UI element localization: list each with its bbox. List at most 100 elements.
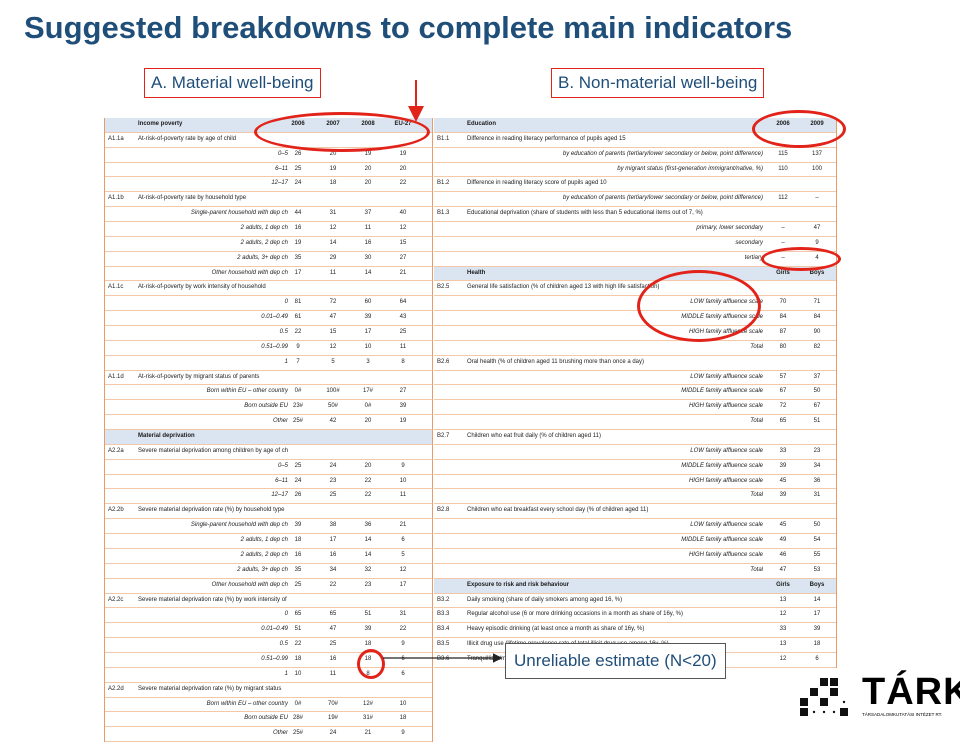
table-row: 12–17 24 18 20 22 [105, 177, 432, 193]
table-cell: 19 [294, 239, 302, 246]
table-cell: – [781, 239, 785, 246]
table-cell: 22 [364, 492, 372, 499]
material-indicators-table: Income poverty 2006 2007 2008 EU-27 A1.1a At-r… [104, 118, 433, 742]
row-label: 0 [284, 299, 288, 306]
table-row: 0.01–0.49 51 47 39 22 [105, 623, 432, 639]
table-cell: 46 [779, 551, 787, 558]
table-cell: 70 [779, 299, 787, 306]
table-cell: 17# [362, 388, 373, 395]
table-row: A2.2b Severe material deprivation rate (%… [105, 504, 432, 520]
table-cell: 10 [399, 477, 407, 484]
table-cell: 10 [364, 343, 372, 350]
table-cell: 42 [329, 418, 337, 425]
table-cell: 36 [813, 477, 821, 484]
indicator-code: A1.1d [108, 373, 124, 380]
table-row: A2.2c Severe material deprivation rate (%… [105, 594, 432, 609]
table-cell: 70# [327, 700, 338, 707]
table-cell: 10 [294, 670, 302, 677]
indicator-code: A2.2c [108, 596, 124, 603]
tarki-logo-mark-icon [800, 678, 848, 716]
row-label: Severe material deprivation rate (%) by … [138, 596, 288, 603]
row-label: 12–17 [271, 180, 288, 187]
table-cell: 25# [292, 730, 303, 737]
table-cell: 47 [329, 314, 337, 321]
row-label: tertiary [744, 254, 763, 261]
table-cell: 20 [364, 418, 372, 425]
table-cell: 23 [813, 447, 821, 454]
row-label: Educational deprivation (share of studen… [467, 210, 703, 217]
table-cell: 36 [364, 522, 372, 529]
table-cell: 34 [329, 566, 337, 573]
table-cell: 57 [779, 373, 787, 380]
table-cell: 27 [399, 388, 407, 395]
row-label: 0–5 [277, 150, 288, 157]
table-row: Other household with dep ch 25 22 23 17 [105, 579, 432, 594]
table-row: LOW family affluence scale 33 23 [434, 445, 836, 460]
table-cell: 81 [294, 299, 302, 306]
table-cell: 51 [813, 418, 821, 425]
table-row: 0 81 72 60 64 [105, 296, 432, 312]
row-label: 0.01–0.49 [261, 314, 288, 321]
table-cell: 9 [815, 239, 819, 246]
row-label: 0.01–0.49 [261, 626, 288, 633]
table-cell: 14 [329, 239, 337, 246]
table-row: 2 adults, 2 dep ch 19 14 16 15 [105, 237, 432, 252]
table-cell: 18 [364, 641, 372, 648]
table-cell: 6 [401, 670, 405, 677]
row-label: Heavy episodic drinking (at least once a… [467, 626, 645, 633]
row-label: 12–17 [271, 492, 288, 499]
table-row: Other 25# 24 21 9 [105, 727, 432, 742]
table-row: 0 65 65 51 31 [105, 608, 432, 624]
table-cell: 3 [366, 358, 370, 365]
row-label: 0–5 [277, 462, 288, 469]
table-cell: Girls [776, 581, 790, 588]
table-cell: 39 [399, 403, 407, 410]
table-cell: 39 [364, 626, 372, 633]
table-cell: 27 [399, 254, 407, 261]
table-cell: 18 [399, 715, 407, 722]
table-cell: 45 [779, 522, 787, 529]
table-row: 2 adults, 1 dep ch 18 17 14 6 [105, 534, 432, 549]
table-row: 2 adults, 1 dep ch 16 12 11 12 [105, 222, 432, 237]
table-row: Total 80 82 [434, 341, 836, 356]
table-cell: 11 [329, 269, 337, 276]
table-row: Total 47 53 [434, 564, 836, 579]
table-cell: 24 [294, 180, 302, 187]
table-cell: 18 [329, 180, 337, 187]
row-label: Severe material deprivation rate (%) by … [138, 685, 282, 692]
indicator-table-scan: Income poverty 2006 2007 2008 EU-27 A1.1a At-r… [104, 118, 840, 742]
table-row: B1.2 Difference in reading literacy score… [434, 177, 836, 193]
indicator-code: A1.1c [108, 284, 124, 291]
table-cell: 20 [329, 150, 337, 157]
table-row: B2.6 Oral health (% of children aged 11 b… [434, 356, 836, 371]
table-row: 1 7 5 3 8 [105, 356, 432, 371]
row-label: 1 [284, 670, 288, 677]
table-cell: 12 [779, 655, 787, 662]
table-cell: 50 [813, 522, 821, 529]
table-cell: 31 [813, 492, 821, 499]
row-label: 2 adults, 1 dep ch [240, 537, 288, 544]
table-cell: 11 [329, 670, 337, 677]
table-row: Born within EU – other country 0# 70# 12# 10 [105, 698, 432, 713]
table-cell: 30 [364, 254, 372, 261]
table-cell: 25# [292, 418, 303, 425]
row-label: Severe material deprivation among childr… [138, 447, 288, 454]
table-cell: 6 [401, 655, 405, 662]
row-label: Total [750, 492, 763, 499]
table-cell: 115 [778, 150, 788, 157]
table-cell: 20 [364, 180, 372, 187]
table-cell: 7 [296, 358, 300, 365]
table-cell: 11 [364, 225, 372, 232]
row-label: At-risk-of-poverty by work intensity of … [138, 284, 266, 291]
table-cell: 22 [364, 477, 372, 484]
non-material-well-being-label: B. Non-material well-being [551, 68, 765, 98]
table-row: LOW family affluence scale 45 50 [434, 519, 836, 535]
indicator-code: A2.2b [108, 507, 124, 514]
table-cell: 25 [294, 581, 302, 588]
table-row: Single-parent household with dep ch 39 38 3… [105, 519, 432, 535]
table-cell: 22 [294, 641, 302, 648]
table-cell: 84 [779, 314, 787, 321]
row-label: Total [750, 418, 763, 425]
row-label: HIGH family affluence scale [688, 403, 763, 410]
row-label: General life satisfaction (% of children… [467, 284, 660, 291]
